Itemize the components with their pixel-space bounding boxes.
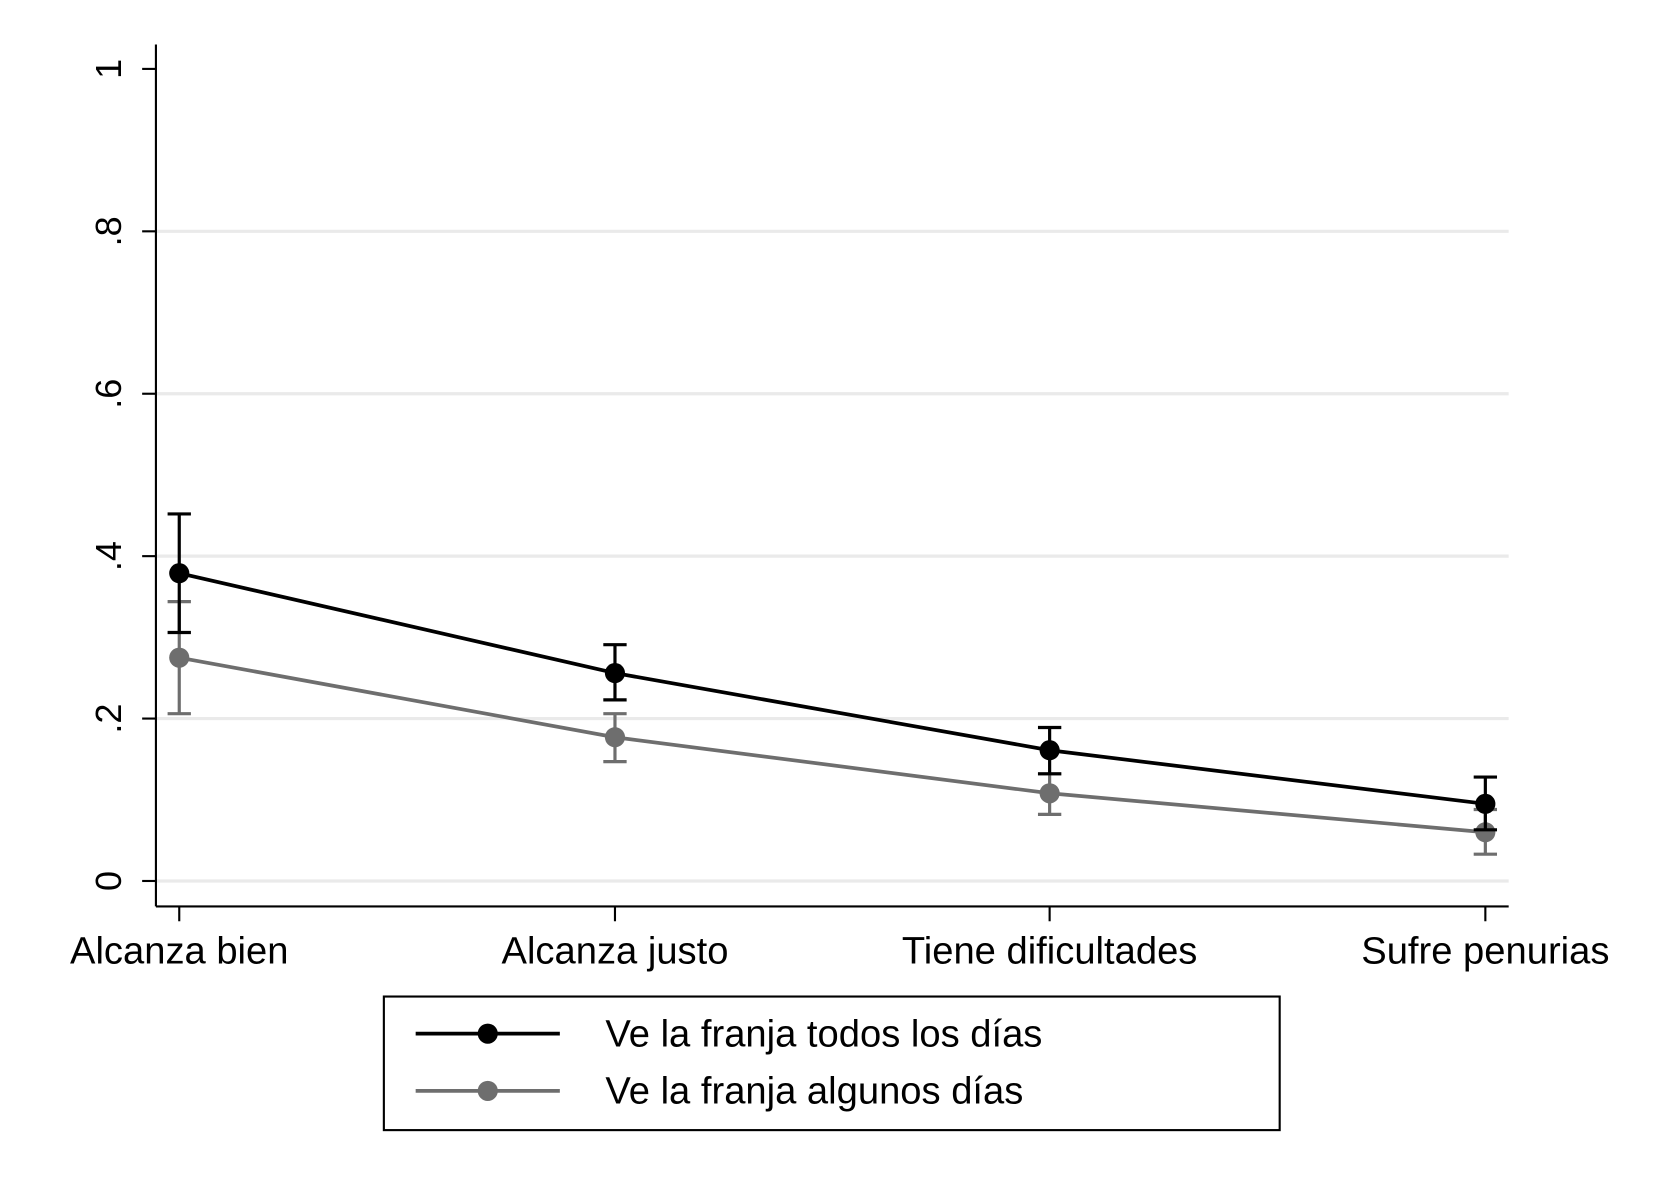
data-point xyxy=(169,647,190,668)
legend-box xyxy=(382,995,1281,1132)
legend-item: Ve la franja todos los días xyxy=(415,1012,1042,1055)
gridlines xyxy=(155,229,1509,883)
y-tick-label: 0 xyxy=(88,871,129,891)
legend-marker xyxy=(477,1080,498,1101)
y-tick-label: .2 xyxy=(88,704,129,734)
series-line xyxy=(178,571,1486,806)
data-point xyxy=(1475,822,1496,843)
y-tick-label: .6 xyxy=(88,379,129,409)
series-layer xyxy=(167,512,1498,856)
legend-label: Ve la franja todos los días xyxy=(605,1012,1042,1055)
series-line xyxy=(178,655,1486,835)
y-tick-label: 1 xyxy=(88,59,129,79)
data-point xyxy=(604,727,626,748)
x-tick-label: Sufre penurias xyxy=(1361,930,1609,973)
x-tick-label: Alcanza bien xyxy=(70,930,289,973)
y-tick-label: .4 xyxy=(88,541,129,571)
legend-marker xyxy=(477,1023,498,1044)
x-tick-label: Tiene dificultades xyxy=(902,930,1198,973)
legend: Ve la franja todos los días Ve la franja … xyxy=(382,995,1281,1132)
legend-label: Ve la franja algunos días xyxy=(605,1070,1023,1113)
data-point xyxy=(1039,783,1060,804)
y-axis: 0 .2 .4 .6 .8 1 xyxy=(88,44,157,907)
x-tick-label: Alcanza justo xyxy=(501,930,728,973)
x-axis: Alcanza bien Alcanza justo Tiene dificulta… xyxy=(70,905,1609,973)
series-todos-los-dias xyxy=(167,512,1498,832)
data-point xyxy=(604,663,626,684)
data-point xyxy=(1039,740,1060,761)
legend-item: Ve la franja algunos días xyxy=(415,1070,1023,1113)
data-point xyxy=(169,563,190,584)
y-tick-label: .8 xyxy=(88,216,129,246)
series-algunos-dias xyxy=(167,600,1498,856)
data-point xyxy=(1475,793,1496,814)
